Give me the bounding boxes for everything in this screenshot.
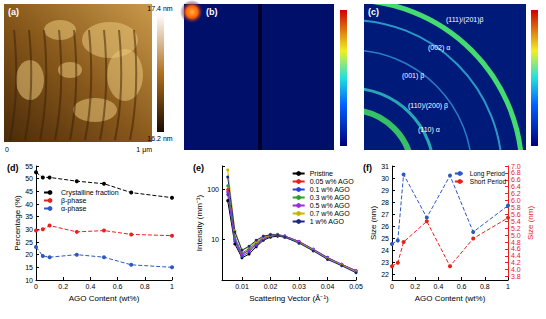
svg-text:0: 0 [5,146,9,153]
svg-text:35: 35 [25,213,33,220]
svg-text:4.4: 4.4 [511,252,521,259]
svg-text:Percentage (%): Percentage (%) [13,195,22,251]
svg-text:10: 10 [25,277,33,284]
svg-text:3.8: 3.8 [511,273,521,280]
svg-text:Intensity (mm⁻¹): Intensity (mm⁻¹) [195,195,204,252]
svg-text:(b): (b) [206,7,218,17]
svg-text:4.0: 4.0 [511,266,521,273]
svg-text:AGO Content (wt%): AGO Content (wt%) [415,294,486,303]
svg-text:(001) β: (001) β [402,72,424,80]
svg-text:Scattering Vector (Å⁻¹): Scattering Vector (Å⁻¹) [249,294,329,303]
svg-text:16.2 nm: 16.2 nm [147,135,172,142]
svg-text:5.4: 5.4 [511,218,521,225]
svg-text:0.7 w% AGO: 0.7 w% AGO [310,210,351,217]
svg-text:0.8: 0.8 [140,283,150,290]
svg-text:4.8: 4.8 [511,239,521,246]
svg-text:24: 24 [381,247,389,254]
svg-text:5.0: 5.0 [511,232,521,239]
svg-text:22: 22 [381,271,389,278]
svg-text:(111)/(201)β: (111)/(201)β [446,16,484,24]
svg-text:6.0: 6.0 [511,197,521,204]
svg-text:6.4: 6.4 [511,183,521,190]
svg-text:0.02: 0.02 [264,283,278,290]
svg-text:Crystalline fraction: Crystalline fraction [61,189,119,197]
svg-text:(110)/(200) β: (110)/(200) β [408,102,448,110]
svg-text:0: 0 [390,283,394,290]
svg-text:Pristine: Pristine [310,170,333,177]
svg-text:40: 40 [25,201,33,208]
svg-text:0.01: 0.01 [235,283,249,290]
svg-text:0.05: 0.05 [349,283,363,290]
svg-text:28: 28 [381,199,389,206]
svg-text:0: 0 [34,283,38,290]
svg-text:0.6: 0.6 [457,283,467,290]
svg-text:5.8: 5.8 [511,204,521,211]
svg-text:β-phase: β-phase [61,197,87,205]
svg-text:α-phase: α-phase [61,205,87,213]
svg-text:23: 23 [381,259,389,266]
svg-text:25: 25 [25,239,33,246]
svg-text:25: 25 [381,235,389,242]
svg-text:(d): (d) [7,163,19,173]
svg-text:29: 29 [381,187,389,194]
svg-text:0.04: 0.04 [321,283,335,290]
svg-text:6.6: 6.6 [511,176,521,183]
svg-text:0.1 w% AGO: 0.1 w% AGO [310,186,351,193]
svg-text:0.2: 0.2 [410,283,420,290]
svg-text:0.05 w% AGO: 0.05 w% AGO [310,178,355,185]
svg-text:Long Period: Long Period [470,170,505,178]
svg-text:Size (nm): Size (nm) [526,206,535,241]
svg-text:6.8: 6.8 [511,169,521,176]
svg-text:1 w% AGO: 1 w% AGO [310,218,345,225]
svg-text:AGO Content (wt%): AGO Content (wt%) [69,294,140,303]
svg-text:0.03: 0.03 [292,283,306,290]
svg-text:0.5 w% AGO: 0.5 w% AGO [310,202,351,209]
svg-text:5.6: 5.6 [511,211,521,218]
svg-text:(110) α: (110) α [418,126,440,134]
svg-text:0.4: 0.4 [86,283,96,290]
svg-text:45: 45 [25,188,33,195]
svg-text:0.2: 0.2 [58,283,68,290]
svg-text:1: 1 [170,283,174,290]
svg-text:17.4 nm: 17.4 nm [147,5,172,12]
svg-text:4.6: 4.6 [511,245,521,252]
svg-text:10: 10 [211,236,219,243]
svg-text:1 μm: 1 μm [136,146,152,154]
svg-text:Short Period: Short Period [470,178,507,185]
svg-text:6.2: 6.2 [511,190,521,197]
svg-text:0.3 w% AGO: 0.3 w% AGO [310,194,351,201]
svg-text:31: 31 [381,163,389,170]
svg-text:(c): (c) [368,7,379,17]
svg-text:(a): (a) [8,7,19,17]
svg-text:0.8: 0.8 [480,283,490,290]
svg-text:50: 50 [25,175,33,182]
svg-text:5.2: 5.2 [511,225,521,232]
svg-text:Size (nm): Size (nm) [369,206,378,241]
svg-text:(002) α: (002) α [428,44,450,52]
svg-text:0.4: 0.4 [434,283,444,290]
svg-text:30: 30 [25,226,33,233]
svg-text:20: 20 [25,251,33,258]
svg-text:0.6: 0.6 [113,283,123,290]
svg-text:55: 55 [25,163,33,170]
svg-text:100: 100 [207,186,219,193]
svg-text:1: 1 [506,283,510,290]
svg-text:(f): (f) [363,163,372,173]
svg-text:15: 15 [25,264,33,271]
svg-text:4.2: 4.2 [511,259,521,266]
svg-text:30: 30 [381,175,389,182]
svg-text:26: 26 [381,223,389,230]
svg-text:(e): (e) [193,163,204,173]
svg-text:27: 27 [381,211,389,218]
svg-text:7.0: 7.0 [511,163,521,170]
